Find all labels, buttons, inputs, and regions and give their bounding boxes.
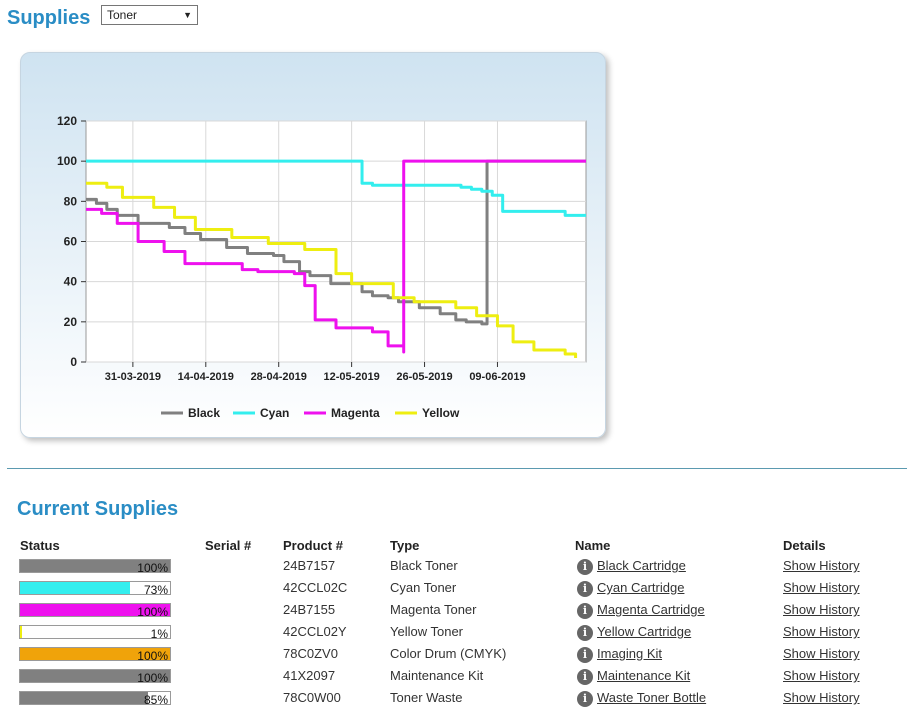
series-line-black [86, 159, 586, 326]
supply-history-chart-panel: 0 20 40 60 80 100 120 31-03-2019 14-04-2019 28-04… [20, 52, 606, 438]
header-status: Status [20, 538, 60, 553]
product-number: 42CCL02Y [283, 624, 347, 639]
product-number: 42CCL02C [283, 580, 348, 595]
table-row: 100% 78C0ZV0 Color Drum (CMYK) i Imaging Kit… [0, 646, 914, 668]
info-icon[interactable]: i [577, 691, 593, 707]
info-icon[interactable]: i [577, 559, 593, 575]
show-history-link[interactable]: Show History [783, 602, 860, 617]
status-level-fill [20, 670, 170, 682]
status-level-fill [20, 692, 148, 704]
series-line-magenta [86, 159, 586, 354]
info-icon[interactable]: i [577, 603, 593, 619]
x-tick-label: 26-05-2019 [396, 371, 452, 383]
show-history-link[interactable]: Show History [783, 624, 860, 639]
show-history-link[interactable]: Show History [783, 690, 860, 705]
status-level-bar: 1% [19, 625, 171, 641]
status-level-fill [20, 626, 22, 638]
status-percent: 85% [143, 693, 168, 707]
show-history-link[interactable]: Show History [783, 668, 860, 683]
section-divider [7, 468, 907, 469]
product-number: 24B7155 [283, 602, 336, 617]
status-level-bar: 85% [19, 691, 171, 707]
legend-label-yellow: Yellow [422, 406, 460, 420]
table-row: 100% 41X2097 Maintenance Kit i Maintenance K… [0, 668, 914, 690]
status-level-fill [20, 648, 170, 660]
y-tick-label: 80 [64, 194, 78, 208]
current-supplies-title: Current Supplies [17, 498, 179, 520]
supply-type-select-value: Toner [107, 8, 138, 22]
info-icon[interactable]: i [577, 625, 593, 641]
x-tick-label: 14-04-2019 [178, 371, 234, 383]
status-level-fill [20, 604, 170, 616]
table-row: 100% 24B7155 Magenta Toner i Magenta Cartrid… [0, 602, 914, 624]
supply-type-select[interactable]: Toner ▼ [101, 5, 198, 25]
show-history-link[interactable]: Show History [783, 558, 860, 573]
chevron-down-icon: ▼ [183, 10, 192, 20]
status-level-fill [20, 560, 170, 572]
supply-type: Maintenance Kit [390, 668, 484, 683]
status-percent: 100% [137, 561, 168, 575]
header-serial: Serial # [205, 538, 252, 553]
header-name: Name [575, 538, 611, 553]
x-tick-label: 09-06-2019 [469, 371, 525, 383]
product-number: 78C0W00 [283, 690, 341, 705]
table-row: 1% 42CCL02Y Yellow Toner i Yellow Cartridge S… [0, 624, 914, 646]
y-tick-label: 120 [57, 114, 77, 128]
header-type: Type [390, 538, 420, 553]
status-percent: 73% [143, 583, 168, 597]
supply-type: Black Toner [390, 558, 458, 573]
series-line-cyan [86, 159, 586, 217]
supply-name-link[interactable]: Black Cartridge [597, 558, 686, 573]
supply-type: Color Drum (CMYK) [390, 646, 507, 661]
table-row: 85% 78C0W00 Toner Waste i Waste Toner Bottle… [0, 690, 914, 712]
header-product: Product # [283, 538, 343, 553]
status-level-bar: 100% [19, 559, 171, 575]
info-icon[interactable]: i [577, 581, 593, 597]
info-icon[interactable]: i [577, 647, 593, 663]
supply-name-link[interactable]: Maintenance Kit [597, 668, 691, 683]
status-percent: 100% [137, 671, 168, 685]
y-tick-label: 40 [64, 275, 78, 289]
show-history-link[interactable]: Show History [783, 580, 860, 595]
x-tick-label: 12-05-2019 [323, 371, 379, 383]
legend-label-magenta: Magenta [331, 406, 380, 420]
y-tick-label: 0 [70, 355, 77, 369]
show-history-link[interactable]: Show History [783, 646, 860, 661]
supply-type: Magenta Toner [390, 602, 477, 617]
y-tick-label: 20 [64, 315, 78, 329]
series-line-yellow [86, 181, 578, 358]
product-number: 78C0ZV0 [283, 646, 338, 661]
status-percent: 100% [137, 605, 168, 619]
supply-type: Yellow Toner [390, 624, 463, 639]
table-row: 100% 24B7157 Black Toner i Black Cartridge Sh… [0, 558, 914, 580]
legend-label-black: Black [188, 406, 220, 420]
status-level-bar: 100% [19, 647, 171, 663]
table-row: 73% 42CCL02C Cyan Toner i Cyan Cartridge Show… [0, 580, 914, 602]
status-percent: 100% [137, 649, 168, 663]
y-tick-label: 60 [64, 235, 78, 249]
header-details: Details [783, 538, 826, 553]
supply-name-link[interactable]: Cyan Cartridge [597, 580, 685, 595]
y-tick-label: 100 [57, 154, 77, 168]
status-level-bar: 100% [19, 669, 171, 685]
product-number: 24B7157 [283, 558, 336, 573]
x-tick-label: 28-04-2019 [251, 371, 307, 383]
product-number: 41X2097 [283, 668, 336, 683]
legend-label-cyan: Cyan [260, 406, 289, 420]
supply-type: Toner Waste [390, 690, 463, 705]
status-percent: 1% [150, 627, 168, 641]
info-icon[interactable]: i [577, 669, 593, 685]
supply-name-link[interactable]: Yellow Cartridge [597, 624, 692, 639]
supply-history-chart: 0 20 40 60 80 100 120 31-03-2019 14-04-2019 28-04… [57, 114, 587, 420]
supply-name-link[interactable]: Magenta Cartridge [597, 602, 705, 617]
status-level-bar: 73% [19, 581, 171, 597]
status-level-bar: 100% [19, 603, 171, 619]
x-tick-label: 31-03-2019 [105, 371, 161, 383]
supply-type: Cyan Toner [390, 580, 457, 595]
status-level-fill [20, 582, 130, 594]
page-title: Supplies [7, 7, 91, 29]
supply-name-link[interactable]: Imaging Kit [597, 646, 663, 661]
supply-name-link[interactable]: Waste Toner Bottle [597, 690, 707, 705]
